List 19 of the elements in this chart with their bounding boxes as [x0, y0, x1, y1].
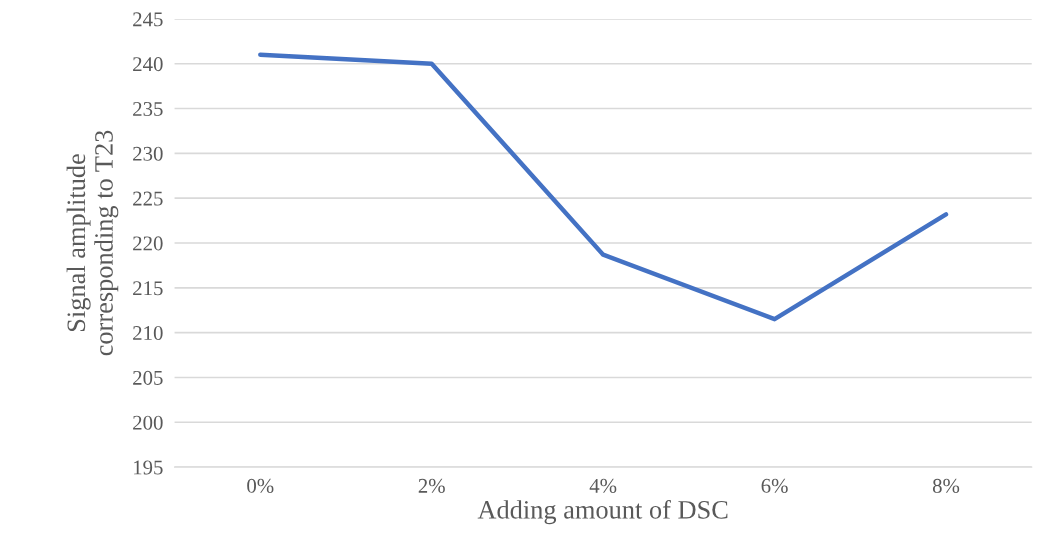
y-tick-label: 240: [133, 57, 163, 72]
y-tick-label: 225: [133, 191, 163, 206]
y-tick-label: 220: [133, 236, 163, 251]
line-series: [258, 52, 949, 322]
y-axis-title: Signal amplitude corresponding to T23: [66, 130, 119, 356]
y-tick-label: 200: [133, 415, 163, 430]
x-tick-label: 6%: [761, 478, 788, 493]
y-tick-label: 230: [133, 146, 163, 161]
y-tick-label: 195: [134, 460, 163, 475]
y-tick-label: 205: [133, 370, 163, 385]
y-tick-label: 235: [133, 101, 163, 116]
x-tick-label: 2%: [418, 478, 445, 493]
x-tick-label: 8%: [932, 478, 960, 493]
y-tick-label: 210: [133, 326, 163, 341]
x-tick-label: 4%: [589, 478, 617, 493]
x-tick-label: 0%: [247, 478, 274, 493]
y-tick-label: 245: [133, 12, 163, 27]
y-tick-label: 215: [133, 281, 163, 296]
x-axis-title: Adding amount of DSC: [477, 499, 728, 525]
